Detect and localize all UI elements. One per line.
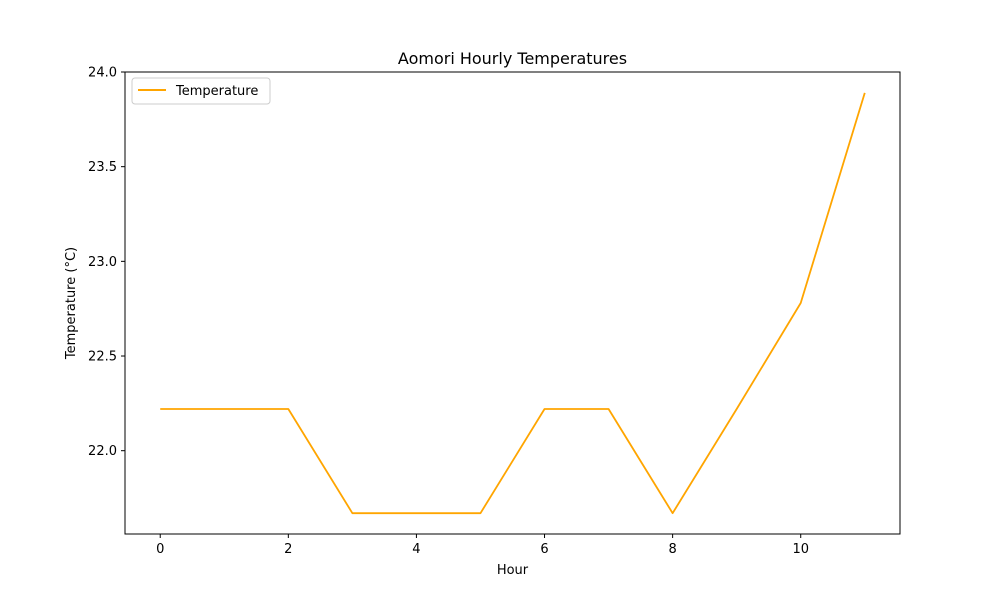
- legend: Temperature: [131, 77, 271, 105]
- y-tick-label: 22.5: [88, 350, 117, 365]
- legend-box: [131, 77, 271, 105]
- x-tick-label: 6: [540, 542, 548, 557]
- x-axis-label: Hour: [497, 563, 529, 578]
- y-tick-label: 24.0: [88, 66, 117, 81]
- y-tick-label: 23.0: [88, 255, 117, 270]
- x-tick-label: 10: [792, 542, 809, 557]
- x-tick-label: 2: [284, 542, 292, 557]
- series-layer: [160, 92, 866, 515]
- series-line-temperature: [160, 92, 866, 515]
- y-tick-label: 22.0: [88, 444, 117, 459]
- x-tick-label: 8: [668, 542, 676, 557]
- x-axis-ticks: 0 2 4 6 8 10: [156, 534, 809, 557]
- y-axis-ticks: 22.0 22.5 23.0 23.5 24.0: [88, 66, 125, 459]
- legend-label-temperature: Temperature: [175, 84, 258, 99]
- y-tick-label: 23.5: [88, 160, 117, 175]
- chart-title: Aomori Hourly Temperatures: [398, 49, 627, 68]
- y-axis-label: Temperature (°C): [64, 247, 79, 360]
- x-tick-label: 4: [412, 542, 420, 557]
- plot-frame: [124, 71, 901, 535]
- plot-area: [125, 72, 900, 534]
- x-tick-label: 0: [156, 542, 164, 557]
